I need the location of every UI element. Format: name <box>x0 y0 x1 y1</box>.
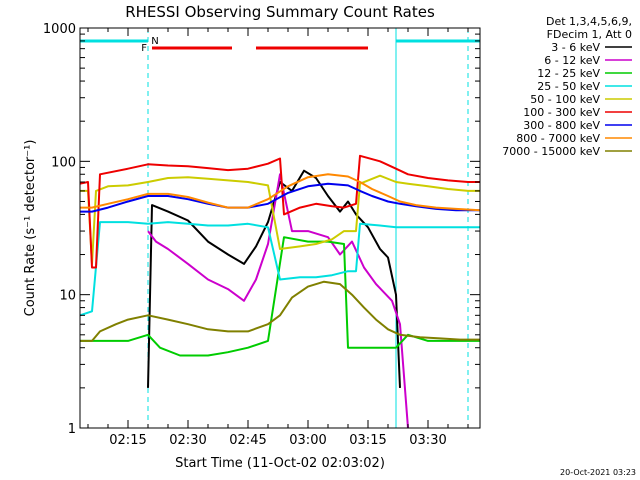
legend-entry-label: 7000 - 15000 keV <box>502 145 600 158</box>
legend-entry-label: 50 - 100 keV <box>530 93 600 106</box>
x-tick-label: 02:15 <box>109 433 146 448</box>
legend-header-line-2: FDecim 1, Att 0 <box>547 28 632 41</box>
series-line <box>147 173 409 429</box>
x-axis: 02:15 02:30 02:45 03:00 03:15 03:30 <box>87 28 469 448</box>
legend-entry-label: 25 - 50 keV <box>537 80 600 93</box>
x-tick-label: 03:00 <box>289 433 326 448</box>
x-tick-label: 03:30 <box>409 433 446 448</box>
series-line <box>80 280 480 342</box>
legend-header-line-1: Det 1,3,4,5,6,9, <box>546 15 632 28</box>
x-tick-label: 02:30 <box>169 433 206 448</box>
legend-entry-label: 6 - 12 keV <box>544 54 600 67</box>
legend-entry-label: 100 - 300 keV <box>523 106 600 119</box>
series-line <box>80 174 480 265</box>
night-marker-label: N <box>151 36 158 47</box>
legend: Det 1,3,4,5,6,9, FDecim 1, Att 0 3 - 6 k… <box>502 15 632 158</box>
y-axis-label: Count Rate (s⁻¹ detector⁻¹) <box>23 140 38 317</box>
y-tick-label: 1000 <box>43 22 76 37</box>
legend-entry-label: 800 - 7000 keV <box>516 132 600 145</box>
legend-entry-label: 3 - 6 keV <box>551 41 600 54</box>
legend-entry-label: 12 - 25 keV <box>537 67 600 80</box>
generation-timestamp: 20-Oct-2021 03:23 <box>560 468 636 477</box>
legend-entry-label: 300 - 800 keV <box>523 119 600 132</box>
x-tick-label: 02:45 <box>229 433 266 448</box>
series-line <box>79 154 480 269</box>
x-axis-label: Start Time (11-Oct-02 02:03:02) <box>175 456 385 471</box>
y-tick-label: 10 <box>59 289 76 304</box>
chart-title: RHESSI Observing Summary Count Rates <box>125 3 435 21</box>
y-axis: 1 10 100 1000 <box>43 22 480 437</box>
x-tick-label: 03:15 <box>349 433 386 448</box>
flare-marker-label: F <box>141 43 147 54</box>
series-line <box>80 182 480 213</box>
y-tick-label: 1 <box>68 422 76 437</box>
series-layer <box>79 154 481 429</box>
series-line <box>80 173 481 212</box>
y-tick-label: 100 <box>51 155 76 170</box>
plot-frame <box>79 27 481 429</box>
series-line <box>79 221 480 317</box>
